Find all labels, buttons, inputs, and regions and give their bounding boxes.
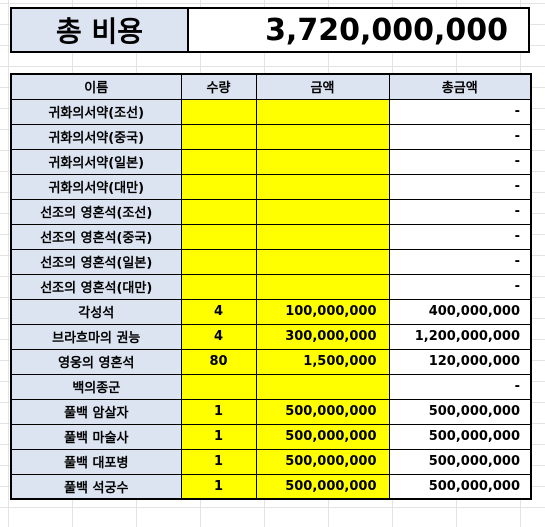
total-cell[interactable]: 400,000,000 [388, 298, 532, 325]
total-cell[interactable]: - [388, 248, 532, 275]
amount-cell[interactable] [255, 98, 390, 125]
total-cell[interactable]: - [388, 198, 532, 225]
table-row: 귀화의서약(일본) - [10, 148, 532, 175]
quantity-cell[interactable]: 1 [180, 473, 257, 500]
amount-cell[interactable]: 500,000,000 [255, 423, 390, 450]
total-cell[interactable]: 500,000,000 [388, 473, 532, 500]
total-cell[interactable]: - [388, 173, 532, 200]
quantity-cell[interactable] [180, 248, 257, 275]
table-row: 선조의 영혼석(조선) - [10, 198, 532, 225]
total-cell[interactable]: - [388, 148, 532, 175]
item-name-cell[interactable]: 선조의 영혼석(조선) [10, 198, 182, 225]
table-row: 풀백 석궁수 1 500,000,000 500,000,000 [10, 473, 532, 500]
quantity-cell[interactable] [180, 198, 257, 225]
header-quantity[interactable]: 수량 [180, 73, 257, 100]
header-name[interactable]: 이름 [10, 73, 182, 100]
item-name-cell[interactable]: 귀화의서약(조선) [10, 98, 182, 125]
total-cell[interactable]: - [388, 373, 532, 400]
item-name-cell[interactable]: 영웅의 영혼석 [10, 348, 182, 375]
table-row: 귀화의서약(중국) - [10, 123, 532, 150]
quantity-cell[interactable] [180, 273, 257, 300]
quantity-cell[interactable] [180, 223, 257, 250]
table-row: 풀백 마술사 1 500,000,000 500,000,000 [10, 423, 532, 450]
quantity-cell[interactable]: 1 [180, 423, 257, 450]
quantity-cell[interactable]: 4 [180, 298, 257, 325]
header-amount[interactable]: 금액 [255, 73, 390, 100]
amount-cell[interactable] [255, 148, 390, 175]
quantity-cell[interactable]: 1 [180, 398, 257, 425]
total-cell[interactable]: 120,000,000 [388, 348, 532, 375]
table-row: 백의종군 - [10, 373, 532, 400]
table-body: 귀화의서약(조선) - 귀화의서약(중국) - 귀화의서약(일본) - 귀화의서약(대만) -… [10, 98, 532, 500]
amount-cell[interactable]: 1,500,000 [255, 348, 390, 375]
item-name-cell[interactable]: 백의종군 [10, 373, 182, 400]
quantity-cell[interactable]: 4 [180, 323, 257, 350]
header-total[interactable]: 총금액 [388, 73, 532, 100]
quantity-cell[interactable] [180, 373, 257, 400]
item-name-cell[interactable]: 풀백 대포병 [10, 448, 182, 475]
table-row: 선조의 영혼석(일본) - [10, 248, 532, 275]
table-row: 귀화의서약(대만) - [10, 173, 532, 200]
total-cell[interactable]: 500,000,000 [388, 398, 532, 425]
total-cost-summary: 총 비용 3,720,000,000 [10, 7, 530, 53]
total-cell[interactable]: 1,200,000,000 [388, 323, 532, 350]
total-cell[interactable]: - [388, 98, 532, 125]
table-row: 풀백 대포병 1 500,000,000 500,000,000 [10, 448, 532, 475]
item-name-cell[interactable]: 각성석 [10, 298, 182, 325]
amount-cell[interactable]: 500,000,000 [255, 398, 390, 425]
item-name-cell[interactable]: 풀백 마술사 [10, 423, 182, 450]
quantity-cell[interactable] [180, 148, 257, 175]
amount-cell[interactable] [255, 273, 390, 300]
item-name-cell[interactable]: 풀백 암살자 [10, 398, 182, 425]
quantity-cell[interactable] [180, 123, 257, 150]
amount-cell[interactable] [255, 373, 390, 400]
amount-cell[interactable] [255, 123, 390, 150]
quantity-cell[interactable] [180, 173, 257, 200]
table-row: 브라흐마의 권능 4 300,000,000 1,200,000,000 [10, 323, 532, 350]
quantity-cell[interactable] [180, 98, 257, 125]
table-row: 영웅의 영혼석 80 1,500,000 120,000,000 [10, 348, 532, 375]
amount-cell[interactable]: 300,000,000 [255, 323, 390, 350]
item-name-cell[interactable]: 귀화의서약(대만) [10, 173, 182, 200]
total-cell[interactable]: 500,000,000 [388, 448, 532, 475]
total-cell[interactable]: - [388, 123, 532, 150]
total-cost-value[interactable]: 3,720,000,000 [265, 12, 508, 48]
item-name-cell[interactable]: 귀화의서약(일본) [10, 148, 182, 175]
quantity-cell[interactable]: 80 [180, 348, 257, 375]
item-name-cell[interactable]: 풀백 석궁수 [10, 473, 182, 500]
table-row: 풀백 암살자 1 500,000,000 500,000,000 [10, 398, 532, 425]
quantity-cell[interactable]: 1 [180, 448, 257, 475]
amount-cell[interactable]: 500,000,000 [255, 473, 390, 500]
item-name-cell[interactable]: 선조의 영혼석(중국) [10, 223, 182, 250]
table-row: 선조의 영혼석(대만) - [10, 273, 532, 300]
item-name-cell[interactable]: 브라흐마의 권능 [10, 323, 182, 350]
item-name-cell[interactable]: 귀화의서약(중국) [10, 123, 182, 150]
amount-cell[interactable]: 500,000,000 [255, 448, 390, 475]
amount-cell[interactable] [255, 198, 390, 225]
table-row: 선조의 영혼석(중국) - [10, 223, 532, 250]
cost-table: 이름 수량 금액 총금액 귀화의서약(조선) - 귀화의서약(중국) - 귀화의서약(일… [10, 73, 532, 500]
item-name-cell[interactable]: 선조의 영혼석(대만) [10, 273, 182, 300]
table-row: 귀화의서약(조선) - [10, 98, 532, 125]
item-name-cell[interactable]: 선조의 영혼석(일본) [10, 248, 182, 275]
amount-cell[interactable]: 100,000,000 [255, 298, 390, 325]
amount-cell[interactable] [255, 248, 390, 275]
total-cell[interactable]: - [388, 223, 532, 250]
total-cell[interactable]: - [388, 273, 532, 300]
total-cost-label[interactable]: 총 비용 [12, 9, 189, 51]
total-cell[interactable]: 500,000,000 [388, 423, 532, 450]
table-row: 각성석 4 100,000,000 400,000,000 [10, 298, 532, 325]
amount-cell[interactable] [255, 223, 390, 250]
amount-cell[interactable] [255, 173, 390, 200]
table-header-row: 이름 수량 금액 총금액 [10, 73, 532, 100]
